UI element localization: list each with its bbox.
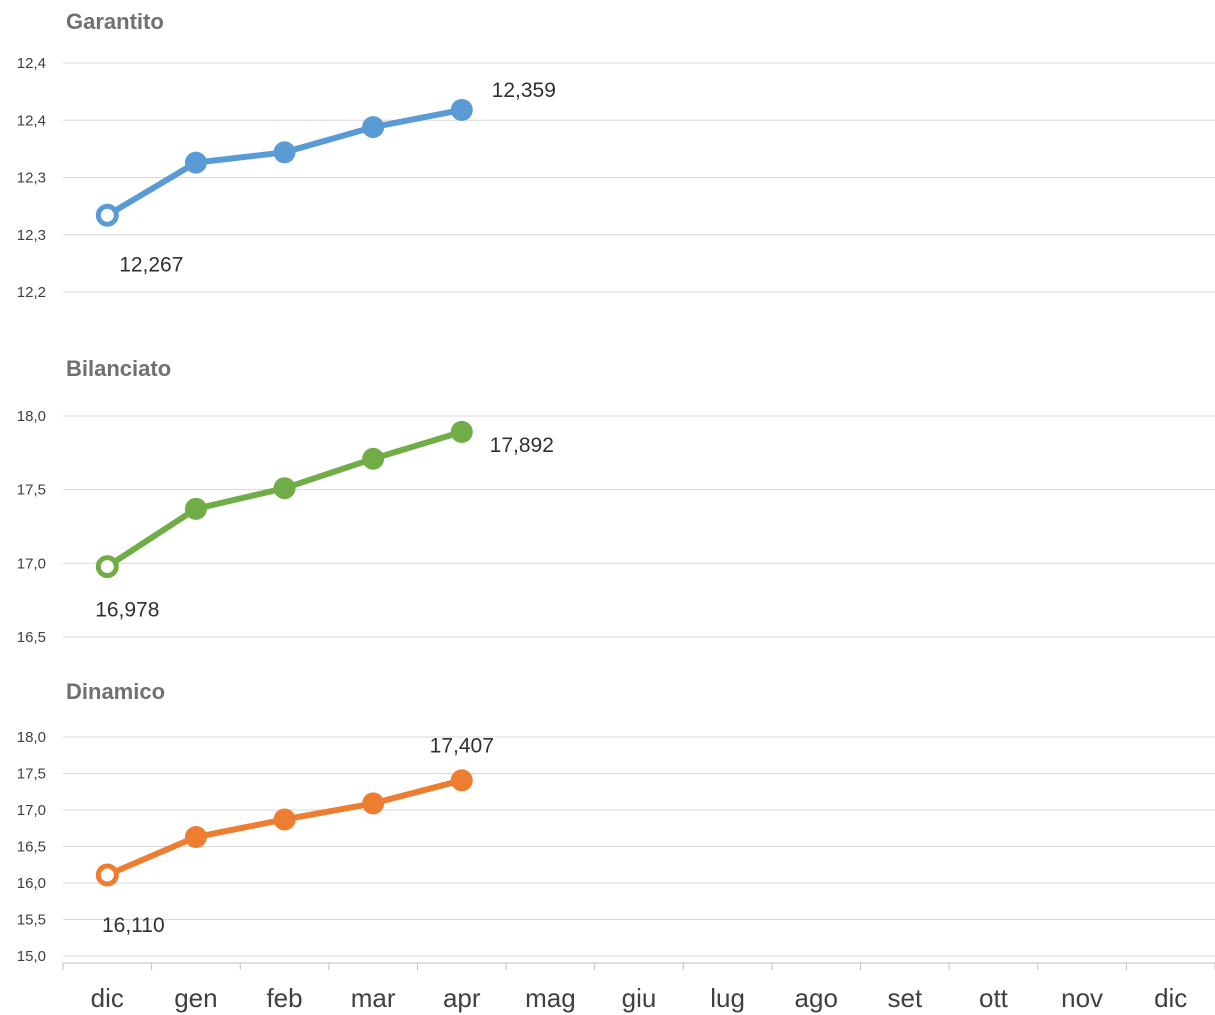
data-label: 12,267 (119, 253, 183, 276)
y-tick-label: 16,5 (17, 839, 46, 856)
y-tick-label: 12,4 (17, 112, 46, 129)
data-point (273, 477, 296, 500)
x-tick-label: giu (622, 983, 657, 1013)
x-tick-label: lug (710, 983, 745, 1013)
data-point (184, 497, 207, 520)
x-tick-label: nov (1061, 983, 1103, 1013)
data-label: 12,359 (492, 79, 556, 102)
y-tick-label: 12,4 (17, 55, 46, 72)
data-point (450, 769, 473, 792)
y-tick-label: 15,5 (17, 912, 46, 929)
data-point (362, 447, 385, 470)
data-point (450, 98, 473, 121)
y-tick-label: 15,0 (17, 948, 46, 965)
y-tick-label: 17,5 (17, 482, 46, 499)
data-point (95, 203, 119, 227)
x-tick-label: ago (795, 983, 838, 1013)
x-tick-label: dic (1154, 983, 1187, 1013)
y-tick-label: 12,2 (17, 284, 46, 301)
x-tick-label: apr (443, 983, 481, 1013)
data-point (362, 116, 385, 139)
data-point (95, 555, 119, 579)
data-point (450, 420, 473, 443)
data-label: 16,110 (102, 914, 165, 937)
data-label: 16,978 (95, 599, 159, 622)
y-tick-label: 12,3 (17, 170, 46, 187)
x-tick-label: gen (174, 983, 217, 1013)
x-tick-label: set (888, 983, 923, 1013)
data-point (273, 808, 296, 831)
y-tick-label: 18,0 (17, 729, 46, 746)
data-point (362, 792, 385, 815)
x-tick-label: mar (351, 983, 396, 1013)
y-tick-label: 18,0 (17, 408, 46, 425)
data-point (273, 141, 296, 164)
y-tick-label: 17,0 (17, 802, 46, 819)
x-tick-label: dic (91, 983, 124, 1013)
x-tick-label: ott (979, 983, 1009, 1013)
x-tick-label: feb (266, 983, 302, 1013)
panel-title: Garantito (66, 9, 164, 34)
data-point (184, 151, 207, 174)
y-tick-label: 17,0 (17, 555, 46, 572)
data-label: 17,892 (490, 434, 554, 457)
y-tick-label: 16,5 (17, 629, 46, 646)
y-tick-label: 12,3 (17, 227, 46, 244)
data-point (95, 863, 119, 887)
data-point (184, 826, 207, 849)
y-tick-label: 16,0 (17, 875, 46, 892)
x-tick-label: mag (525, 983, 576, 1013)
series-line (104, 428, 465, 570)
panel-title: Bilanciato (66, 356, 171, 381)
panel-title: Dinamico (66, 679, 165, 704)
data-label: 17,407 (430, 734, 494, 757)
y-tick-label: 17,5 (17, 766, 46, 783)
